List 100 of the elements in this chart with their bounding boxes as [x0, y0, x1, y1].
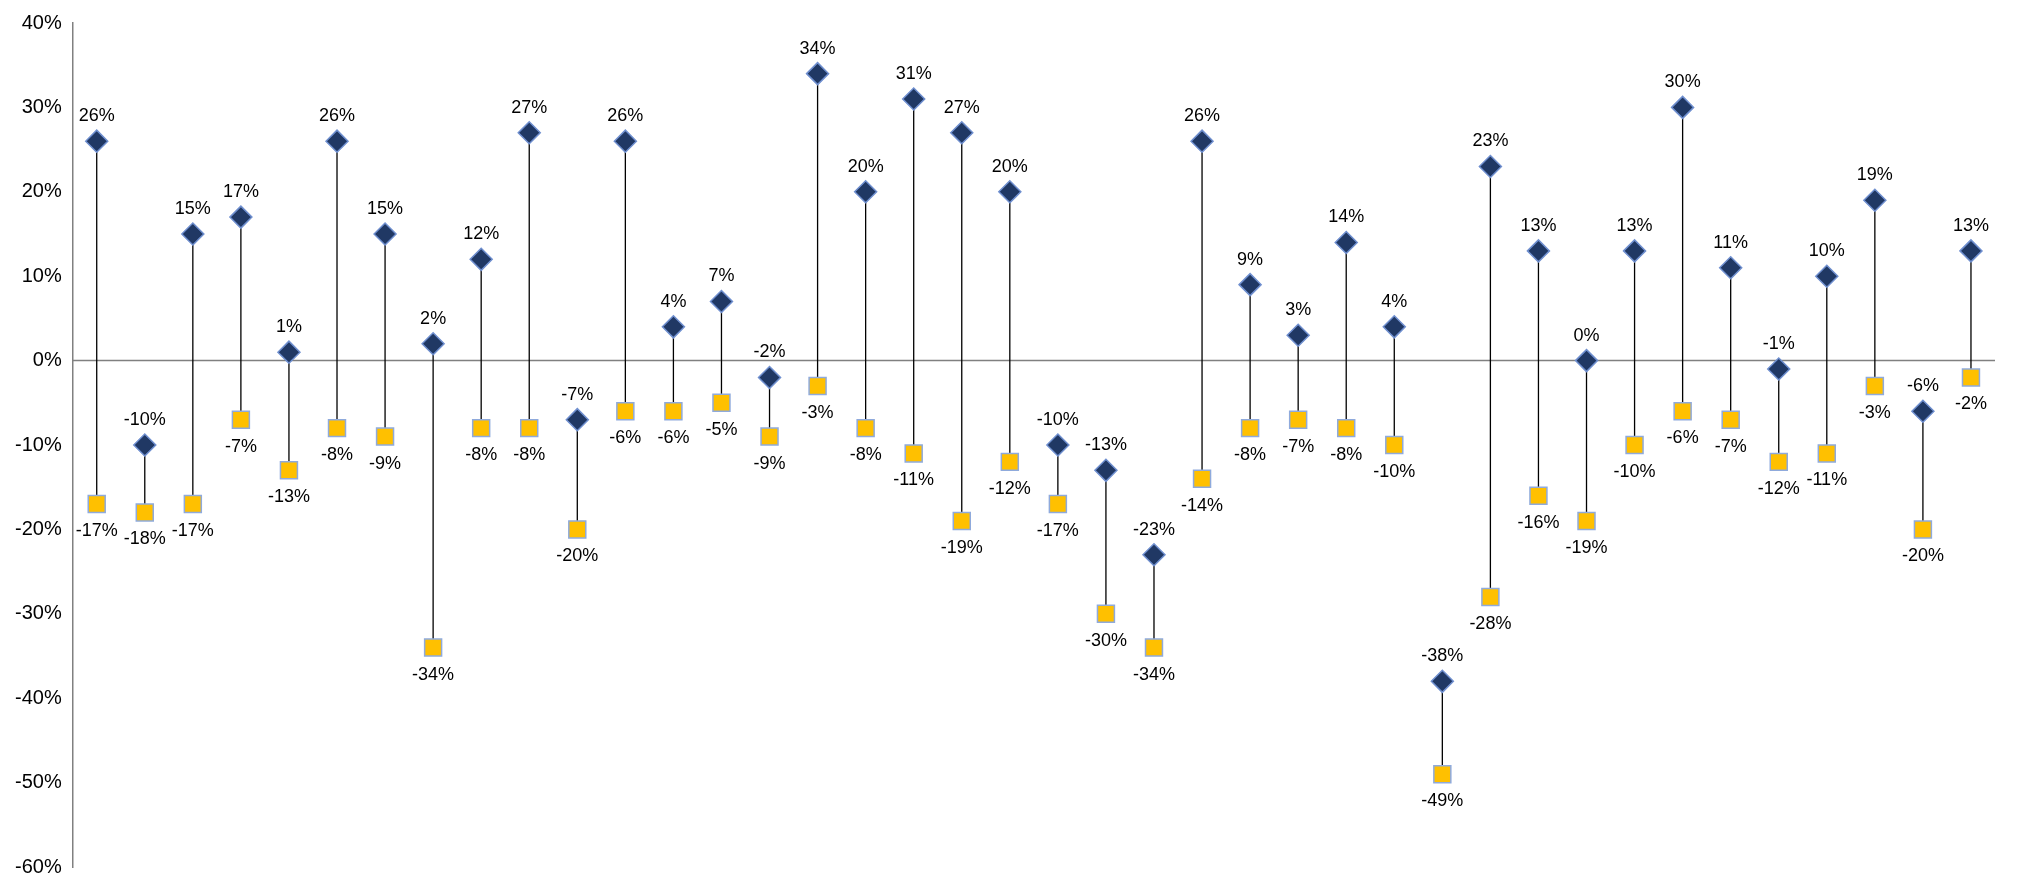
point [901, 87, 926, 111]
point [1913, 520, 1933, 539]
data-label: 31% [895, 62, 932, 83]
data-label: -34% [1132, 663, 1175, 684]
data-label: -17% [1036, 520, 1079, 541]
data-label: 30% [1664, 71, 1701, 92]
data-label: -8% [1330, 444, 1363, 465]
point [709, 289, 734, 314]
data-label: -14% [1181, 494, 1224, 515]
data-label: -20% [556, 545, 599, 566]
data-label: -7% [1714, 435, 1747, 456]
data-label: -12% [988, 477, 1031, 498]
data-label: 12% [463, 223, 500, 244]
data-label: 15% [367, 197, 404, 218]
data-label: 26% [78, 105, 115, 126]
data-label: 1% [275, 316, 302, 337]
point [421, 331, 445, 356]
point [520, 418, 539, 438]
point [805, 61, 830, 86]
data-label: 27% [943, 96, 980, 117]
y-tick-label: -10% [14, 432, 62, 455]
point [1718, 256, 1743, 280]
point [327, 418, 347, 438]
data-label: 26% [607, 105, 644, 126]
data-label: -6% [609, 427, 642, 448]
point [87, 494, 106, 514]
data-label: -6% [1666, 427, 1699, 448]
point [231, 410, 251, 429]
data-label: -12% [1757, 477, 1800, 498]
point [181, 222, 205, 246]
point [1190, 129, 1214, 153]
point [1911, 399, 1935, 423]
data-label: 15% [174, 197, 211, 218]
point [613, 129, 638, 153]
data-label: -23% [1132, 518, 1175, 539]
point [1094, 458, 1118, 483]
point [1865, 376, 1885, 396]
point [616, 402, 635, 421]
point [853, 180, 878, 204]
point [1481, 587, 1500, 607]
point [1433, 764, 1452, 784]
point [1238, 272, 1262, 297]
data-label: 0% [1573, 324, 1600, 345]
data-label: 20% [991, 155, 1028, 176]
data-label: 27% [511, 96, 548, 117]
data-label: -10% [1373, 460, 1416, 481]
data-label: -8% [1234, 444, 1267, 465]
point [661, 315, 686, 339]
point [183, 494, 203, 514]
point [1670, 95, 1695, 120]
data-label: -19% [1565, 536, 1608, 557]
point [1769, 452, 1788, 472]
data-label: -10% [1036, 408, 1079, 429]
point [1288, 410, 1308, 429]
point [1286, 323, 1310, 348]
y-tick-label: -60% [14, 854, 62, 877]
point [856, 418, 875, 438]
point [565, 407, 590, 432]
data-label: -16% [1517, 511, 1560, 532]
data-label: -9% [753, 452, 786, 473]
y-tick-label: -50% [14, 770, 62, 793]
point [1192, 469, 1212, 488]
data-label: 19% [1856, 164, 1893, 185]
point [1863, 188, 1887, 212]
data-label: 3% [1285, 299, 1312, 320]
point [808, 376, 827, 396]
data-label: -6% [657, 427, 690, 448]
point [1622, 239, 1647, 263]
y-tick-label: 20% [21, 179, 62, 202]
point [1526, 239, 1551, 263]
data-label: -11% [893, 469, 935, 490]
point [1959, 239, 1983, 263]
data-label: -1% [1762, 333, 1795, 354]
point [1048, 494, 1068, 514]
point [1334, 230, 1358, 255]
data-label: -13% [1084, 434, 1127, 455]
point [1574, 348, 1599, 373]
data-label: -17% [75, 520, 118, 541]
data-label: 20% [847, 155, 884, 176]
data-label: -3% [1858, 401, 1891, 422]
data-label: 13% [1616, 214, 1653, 235]
data-label: 11% [1713, 231, 1749, 252]
y-tick-label: 30% [21, 94, 62, 117]
point [1625, 435, 1644, 455]
point [1577, 511, 1596, 531]
data-label: -38% [1421, 645, 1464, 666]
point [133, 433, 157, 457]
data-label: -6% [1906, 375, 1939, 396]
point [1961, 368, 1981, 387]
data-label: -3% [801, 401, 834, 422]
data-label: 13% [1952, 214, 1989, 235]
y-tick-label: -20% [14, 516, 62, 539]
data-label: -49% [1421, 790, 1464, 811]
data-label: -5% [705, 418, 738, 439]
point [1142, 542, 1166, 567]
y-tick-label: 40% [21, 10, 62, 33]
y-tick-label: 0% [32, 348, 62, 371]
data-label: -7% [224, 435, 257, 456]
point [1385, 435, 1404, 455]
point [568, 520, 587, 539]
